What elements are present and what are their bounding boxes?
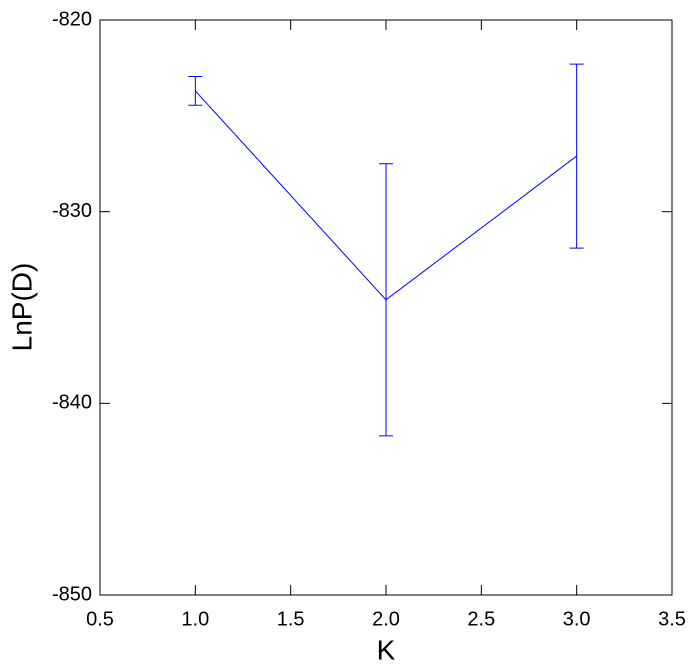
x-tick-label: 1.0 [181,608,209,630]
x-tick-label: 0.5 [86,608,114,630]
y-tick-label: -850 [52,583,92,605]
error-bar [569,63,584,249]
error-bar [188,76,203,106]
x-axis-title: K [377,634,396,665]
x-tick-label: 3.5 [658,608,686,630]
y-axis-title: LnP(D) [6,263,37,352]
y-tick-label: -820 [52,8,92,30]
x-tick-label: 1.5 [277,608,305,630]
y-tick-label: -840 [52,392,92,414]
x-tick-label: 3.0 [563,608,591,630]
error-bar [379,163,393,437]
x-tick-label: 2.5 [467,608,495,630]
x-tick-label: 2.0 [372,608,400,630]
y-tick-label: -830 [52,200,92,222]
